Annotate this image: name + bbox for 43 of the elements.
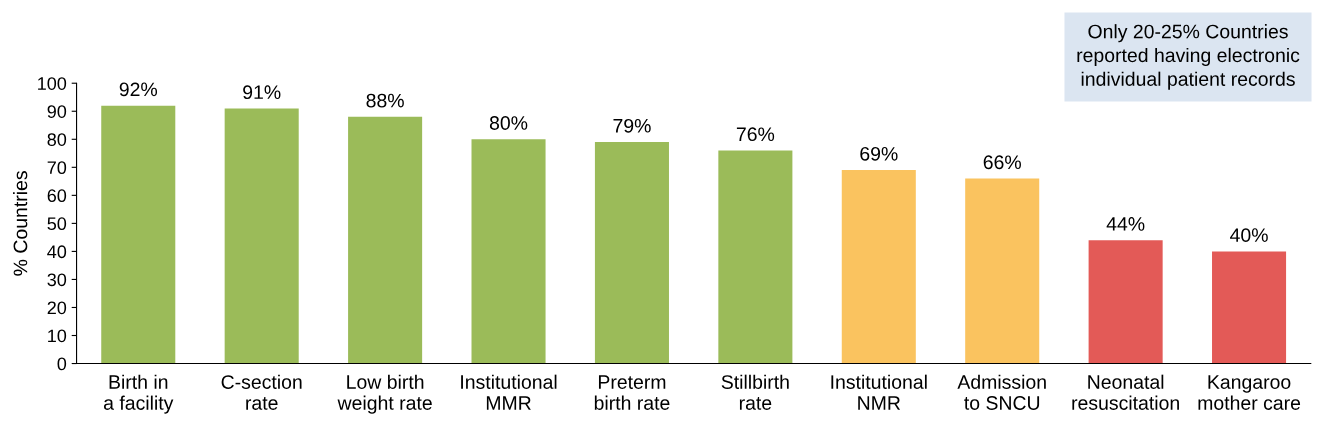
x-tick-label: Low birth weight rate — [337, 374, 432, 414]
bar — [841, 170, 916, 364]
y-axis-title: % Countries — [13, 171, 28, 276]
bar — [348, 116, 423, 364]
y-tick-label: 20 — [47, 301, 67, 315]
x-tick-label: Institutional MMR — [461, 374, 557, 410]
y-tick-label: 30 — [47, 273, 67, 287]
bar — [594, 142, 669, 364]
x-tick-label: C-section rate — [221, 374, 302, 410]
y-tick-label: 80 — [47, 133, 67, 146]
bar — [224, 108, 299, 364]
data-label: 88% — [366, 93, 404, 108]
y-tick-label: 50 — [47, 217, 67, 231]
bar — [965, 178, 1040, 364]
data-label: 76% — [736, 127, 775, 142]
data-label: 91% — [243, 85, 281, 100]
x-tick-label: Kangaroo mother care — [1198, 375, 1301, 410]
y-tick-label: 40 — [47, 245, 67, 259]
data-label: 44% — [1106, 217, 1145, 231]
y-tick-label: 70 — [47, 161, 67, 175]
bar — [471, 139, 546, 364]
y-tick-label: 10 — [48, 329, 67, 343]
data-label: 92% — [119, 82, 158, 97]
x-tick-label: Institutional NMR — [831, 374, 927, 410]
data-label: 69% — [860, 146, 898, 161]
y-tick-label: 60 — [47, 189, 67, 203]
x-tick-label: Preterm birth rate — [594, 375, 670, 410]
annotation: Only 20-25% Countries reported having electronic individual patient records — [1077, 24, 1300, 90]
y-tick-label: 0 — [57, 357, 67, 371]
x-tick-label: Stillbirth rate — [721, 374, 789, 410]
bar — [101, 105, 176, 364]
data-label: 40% — [1230, 228, 1268, 243]
bar — [1212, 251, 1287, 364]
data-label: 79% — [613, 118, 651, 133]
data-label: 80% — [489, 116, 528, 130]
bar — [718, 150, 793, 364]
bar — [1088, 240, 1163, 364]
x-tick-label: Admission to SNCU — [957, 374, 1046, 410]
y-tick-label: 100 — [38, 77, 67, 90]
x-tick-label: Birth in a facility — [103, 374, 174, 414]
y-tick-label: 90 — [47, 105, 67, 118]
data-label: 66% — [983, 155, 1021, 170]
x-tick-label: Neonatal resuscitation — [1072, 374, 1179, 410]
